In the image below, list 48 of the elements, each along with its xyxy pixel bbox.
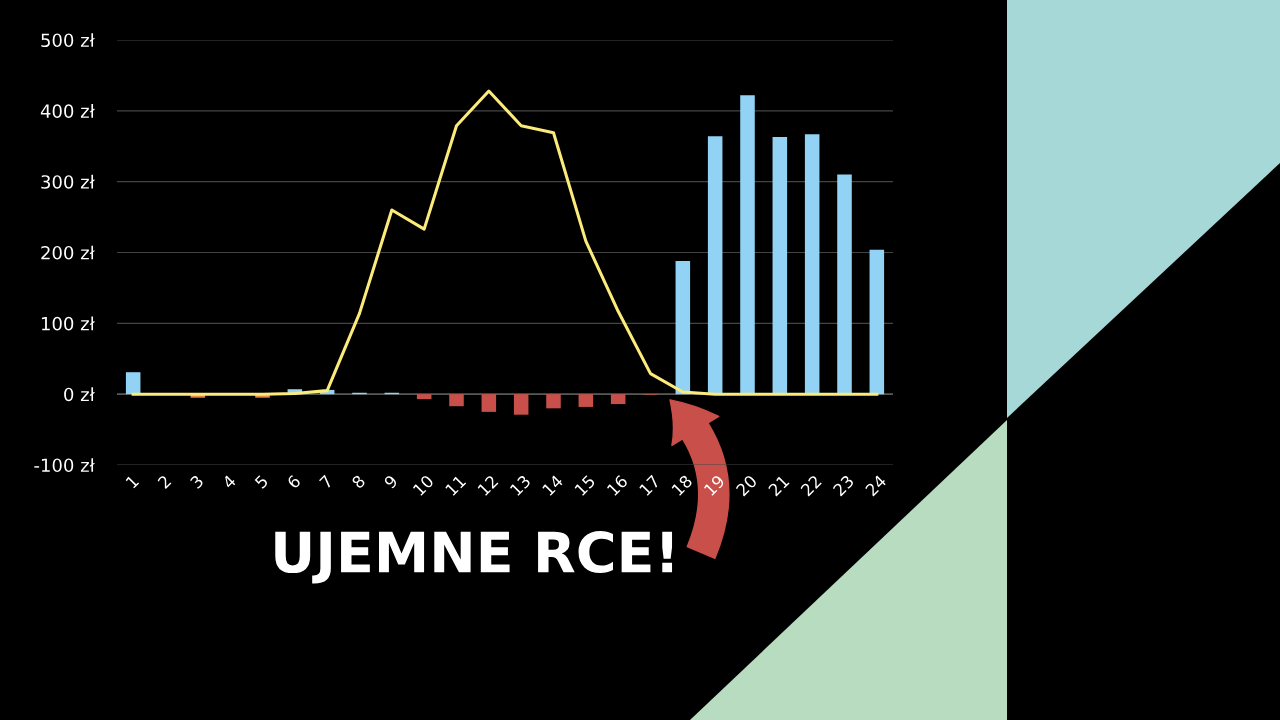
x-tick-label: 2 bbox=[157, 474, 172, 489]
y-tick-label: 400 zł bbox=[40, 103, 95, 118]
x-tick-label: 12 bbox=[477, 474, 499, 496]
bar bbox=[125, 372, 141, 395]
bar bbox=[837, 174, 852, 395]
x-tick-label: 1 bbox=[125, 474, 140, 489]
x-tick-label: 7 bbox=[319, 474, 334, 489]
x-tick-label: 10 bbox=[412, 474, 435, 497]
bar bbox=[772, 137, 788, 395]
x-tick-label: 22 bbox=[800, 474, 822, 497]
bar bbox=[804, 134, 820, 395]
x-tick-label: 19 bbox=[703, 474, 726, 497]
bar bbox=[707, 136, 723, 395]
text: UJEMNE RCE! bbox=[275, 531, 673, 584]
y-tick-label: 100 zł bbox=[41, 316, 95, 331]
x-tick-label: 23 bbox=[832, 474, 855, 497]
x-tick-label: 14 bbox=[541, 474, 564, 496]
bar bbox=[513, 394, 529, 415]
bar bbox=[869, 249, 885, 395]
x-tick-label: 20 bbox=[735, 474, 758, 497]
line-series bbox=[131, 89, 879, 396]
y-tick-label: 200 zł bbox=[41, 245, 95, 260]
y-tick-label: -100 zł bbox=[34, 458, 95, 473]
bar bbox=[546, 394, 561, 409]
bar bbox=[481, 394, 497, 412]
x-tick-label: 5 bbox=[254, 474, 269, 490]
x-tick-label: 4 bbox=[221, 474, 237, 490]
x-tick-label: 15 bbox=[574, 474, 596, 497]
bar bbox=[578, 394, 594, 407]
y-tick-label: 0 zł bbox=[64, 387, 95, 402]
x-tick-label: 3 bbox=[189, 474, 205, 490]
y-tick-label: 300 zł bbox=[41, 174, 95, 189]
y-tick-label: 500 zł bbox=[41, 33, 95, 48]
bar bbox=[610, 394, 626, 405]
bar bbox=[416, 394, 432, 400]
x-tick-label: 24 bbox=[864, 474, 887, 497]
bar bbox=[449, 394, 464, 407]
x-tick-label: 6 bbox=[286, 474, 302, 490]
x-tick-label: 11 bbox=[444, 474, 467, 496]
x-tick-label: 16 bbox=[606, 474, 629, 497]
x-tick-label: 9 bbox=[383, 474, 399, 490]
x-tick-label: 13 bbox=[509, 474, 532, 497]
bar bbox=[675, 261, 691, 395]
bar bbox=[740, 95, 755, 395]
x-tick-label: 17 bbox=[638, 474, 661, 496]
x-tick-label: 21 bbox=[767, 474, 790, 497]
x-tick-label: 18 bbox=[671, 474, 693, 497]
x-tick-label: 8 bbox=[351, 474, 366, 490]
